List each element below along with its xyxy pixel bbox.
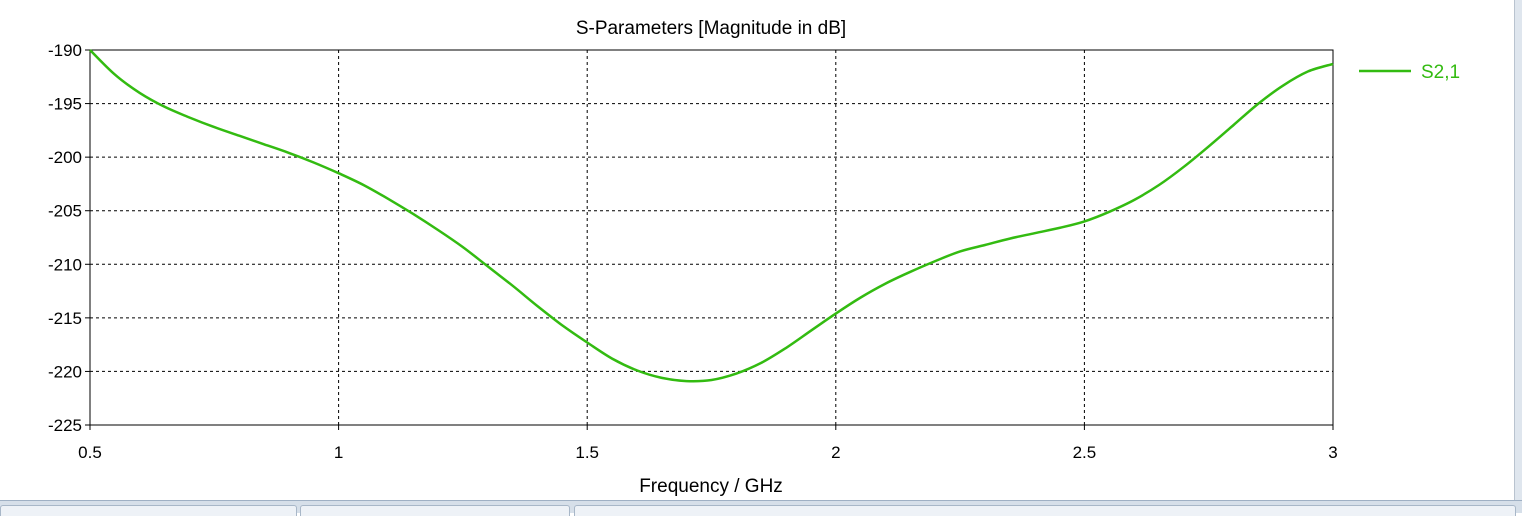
series-line-s21 <box>89 49 1334 383</box>
x-tick-label: 1.5 <box>575 443 599 462</box>
x-axis: 0.5 1 1.5 2 2.5 3 <box>78 425 1338 462</box>
grid <box>90 50 1333 425</box>
series-group <box>89 49 1334 383</box>
y-axis: -190 -195 -200 -205 -210 -215 -220 -225 <box>48 41 90 435</box>
y-tick-label: -210 <box>48 255 82 274</box>
chart: -190 -195 -200 -205 -210 -215 -220 -225 0.5 1 1.5… <box>48 18 1460 497</box>
y-tick-label: -195 <box>48 95 82 114</box>
chart-title: S-Parameters [Magnitude in dB] <box>576 18 846 39</box>
x-tick-label: 1 <box>334 443 343 462</box>
x-tick-label: 2 <box>831 443 840 462</box>
tab-strip <box>0 500 1522 516</box>
y-tick-label: -225 <box>48 416 82 435</box>
y-tick-label: -205 <box>48 202 82 221</box>
y-tick-label: -200 <box>48 148 82 167</box>
plot-area <box>90 50 1333 425</box>
x-tick-label: 0.5 <box>78 443 102 462</box>
x-tick-label: 3 <box>1328 443 1337 462</box>
y-tick-label: -215 <box>48 309 82 328</box>
legend: S2,1 <box>1359 62 1460 83</box>
window-edge <box>1514 0 1522 500</box>
tab[interactable] <box>0 505 297 516</box>
x-tick-label: 2.5 <box>1073 443 1097 462</box>
legend-label: S2,1 <box>1421 62 1460 83</box>
plot-window: -190 -195 -200 -205 -210 -215 -220 -225 0.5 1 1.5… <box>47 0 1515 500</box>
y-tick-label: -190 <box>48 41 82 60</box>
x-axis-label: Frequency / GHz <box>639 476 783 497</box>
tab[interactable] <box>300 505 570 516</box>
plot-frame <box>89 49 1334 426</box>
y-tick-label: -220 <box>48 362 82 381</box>
tab[interactable] <box>574 505 1516 516</box>
